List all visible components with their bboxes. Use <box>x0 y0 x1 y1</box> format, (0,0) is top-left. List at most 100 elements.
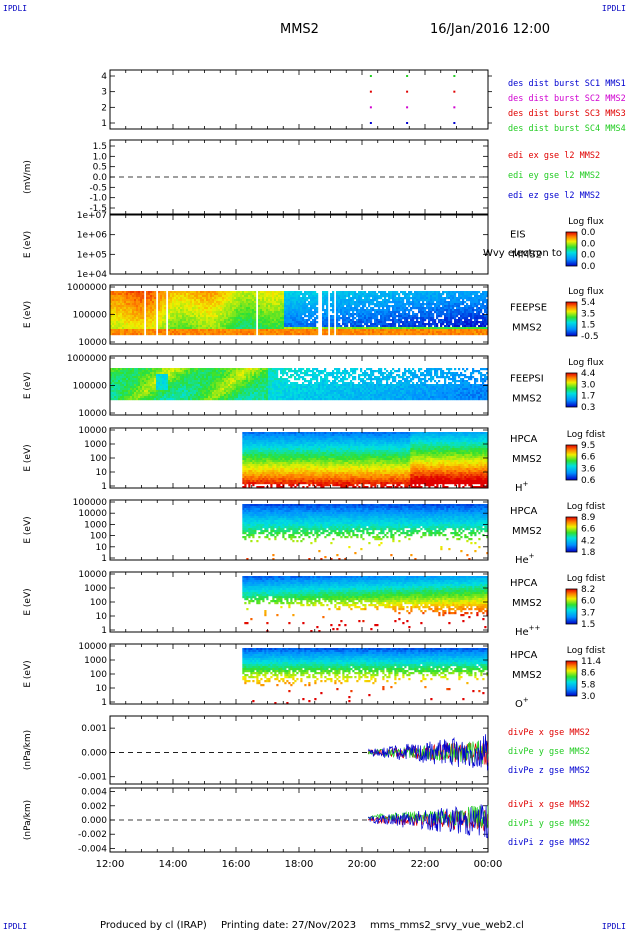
heatmap-cell <box>118 333 121 336</box>
heatmap-cell <box>238 329 241 332</box>
heatmap-cell <box>286 311 289 314</box>
heatmap-cell <box>118 386 121 389</box>
heatmap-cell <box>162 305 165 308</box>
heatmap-cell <box>184 323 187 326</box>
heatmap-cell <box>254 297 257 300</box>
heatmap-cell <box>118 329 121 332</box>
heatmap-cell <box>180 295 183 298</box>
heatmap-cell <box>266 317 269 320</box>
heatmap-cell <box>234 321 237 324</box>
heatmap-cell <box>456 299 459 302</box>
heatmap-cell <box>198 299 201 302</box>
heatmap-cell <box>140 293 143 296</box>
heatmap-cell <box>172 370 175 373</box>
heatmap-cell <box>214 382 217 385</box>
heatmap-cell <box>296 299 299 302</box>
heatmap-cell <box>350 331 353 334</box>
heatmap-cell <box>372 327 375 330</box>
heatmap-cell <box>322 309 325 312</box>
heatmap-cell <box>470 331 473 334</box>
heatmap-cell <box>234 301 237 304</box>
heatmap-cell <box>460 293 463 296</box>
heatmap-cell <box>168 293 171 296</box>
heatmap-cell <box>200 390 203 393</box>
heatmap-cell <box>310 333 313 336</box>
heatmap-cell <box>364 309 367 312</box>
heatmap-cell <box>136 333 139 336</box>
heatmap-cell <box>116 311 119 314</box>
heatmap-cell <box>350 309 353 312</box>
heatmap-cell <box>218 311 221 314</box>
heatmap-cell <box>442 293 445 296</box>
heatmap-cell <box>160 388 163 391</box>
heatmap-cell <box>120 293 123 296</box>
heatmap-cell <box>418 323 421 326</box>
heatmap-cell <box>476 297 479 300</box>
heatmap-cell <box>350 301 353 304</box>
heatmap-cell <box>294 297 297 300</box>
heatmap-cell <box>244 303 247 306</box>
heatmap-cell <box>404 305 407 308</box>
heatmap-cell <box>174 307 177 310</box>
heatmap-cell <box>418 307 421 310</box>
heatmap-cell <box>372 303 375 306</box>
heatmap-cell <box>142 368 145 371</box>
heatmap-cell <box>416 315 419 318</box>
heatmap-cell <box>412 311 415 314</box>
heatmap-cell <box>410 321 413 324</box>
heatmap-cell <box>168 382 171 385</box>
heatmap-cell <box>132 333 135 336</box>
heatmap-cell <box>116 319 119 322</box>
heatmap-cell <box>112 382 115 385</box>
heatmap-cell <box>370 325 373 328</box>
heatmap-cell <box>192 388 195 391</box>
heatmap-cell <box>352 307 355 310</box>
corner-mark-top-left: IPDLI <box>3 4 28 13</box>
heatmap-cell <box>454 321 457 324</box>
heatmap-cell <box>216 394 219 397</box>
heatmap-cell <box>450 313 453 316</box>
heatmap-cell <box>146 299 149 302</box>
heatmap-cell <box>414 327 417 330</box>
heatmap-cell <box>392 323 395 326</box>
heatmap-cell <box>316 309 319 312</box>
heatmap-cell <box>384 329 387 332</box>
heatmap-cell <box>148 396 151 399</box>
heatmap-cell <box>112 378 115 381</box>
heatmap-cell <box>478 331 481 334</box>
heatmap-cell <box>120 378 123 381</box>
heatmap-cell <box>322 321 325 324</box>
heatmap-cell <box>268 309 271 312</box>
y-tick-label: 10000 <box>78 338 107 348</box>
heatmap-cell <box>430 331 433 334</box>
legend-entry: des dist burst SC2 MMS2 <box>508 94 626 104</box>
heatmap-cell <box>236 309 239 312</box>
heatmap-cell <box>266 293 269 296</box>
heatmap-cell <box>356 309 359 312</box>
heatmap-cell <box>470 293 473 296</box>
heatmap-cell <box>368 321 371 324</box>
heatmap-cell <box>118 394 121 397</box>
heatmap-cell <box>330 327 333 330</box>
heatmap-cell <box>150 301 153 304</box>
heatmap-cell <box>248 313 251 316</box>
heatmap-cell <box>254 333 257 336</box>
heatmap-cell <box>160 374 163 377</box>
heatmap-cell <box>196 293 199 296</box>
heatmap-cell <box>390 333 393 336</box>
heatmap-cell <box>290 309 293 312</box>
heatmap-cell <box>310 303 313 306</box>
heatmap-cell <box>176 331 179 334</box>
heatmap-cell <box>200 323 203 326</box>
heatmap-cell <box>216 323 219 326</box>
heatmap-cell <box>300 333 303 336</box>
heatmap-cell <box>372 295 375 298</box>
heatmap-cell <box>136 317 139 320</box>
heatmap-cell <box>214 303 217 306</box>
heatmap-cell <box>174 333 177 336</box>
heatmap-cell <box>366 321 369 324</box>
heatmap-cell <box>294 331 297 334</box>
heatmap-cell <box>296 303 299 306</box>
heatmap-cell <box>112 396 115 399</box>
heatmap-cell <box>244 317 247 320</box>
